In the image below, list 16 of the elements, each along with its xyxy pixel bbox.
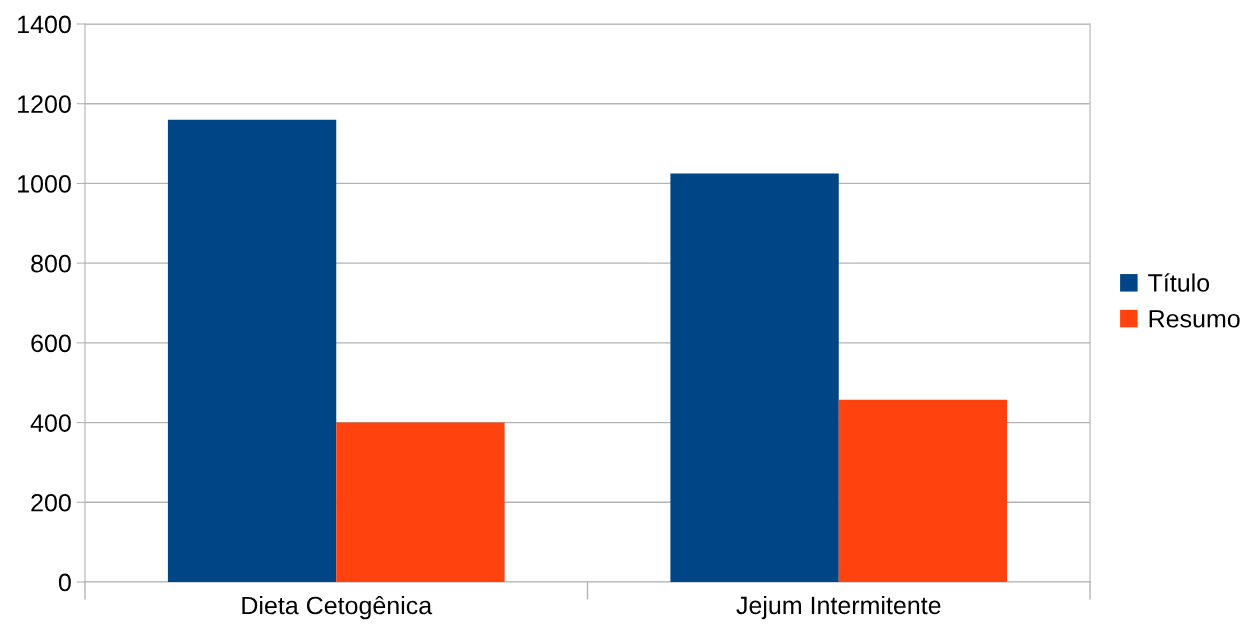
y-tick-label: 1400 xyxy=(18,15,71,34)
y-tick-label: 800 xyxy=(31,254,71,273)
y-tick-label: 1200 xyxy=(18,95,71,114)
legend-label: Título xyxy=(1148,273,1210,292)
y-tick-label: 1000 xyxy=(18,175,71,193)
bar xyxy=(336,422,505,582)
y-tick-label: 400 xyxy=(30,414,71,432)
x-tick-label: Jejum Intermitente xyxy=(736,595,941,620)
y-tick-label: 0 xyxy=(58,573,71,592)
legend-label: Resumo xyxy=(1149,310,1240,328)
x-tick-label: Dieta Cetogênica xyxy=(242,595,433,620)
bar xyxy=(670,173,839,582)
y-tick-label: 200 xyxy=(31,493,71,512)
bar xyxy=(167,119,337,582)
y-tick-label: 600 xyxy=(31,334,71,353)
bar xyxy=(838,399,1008,582)
